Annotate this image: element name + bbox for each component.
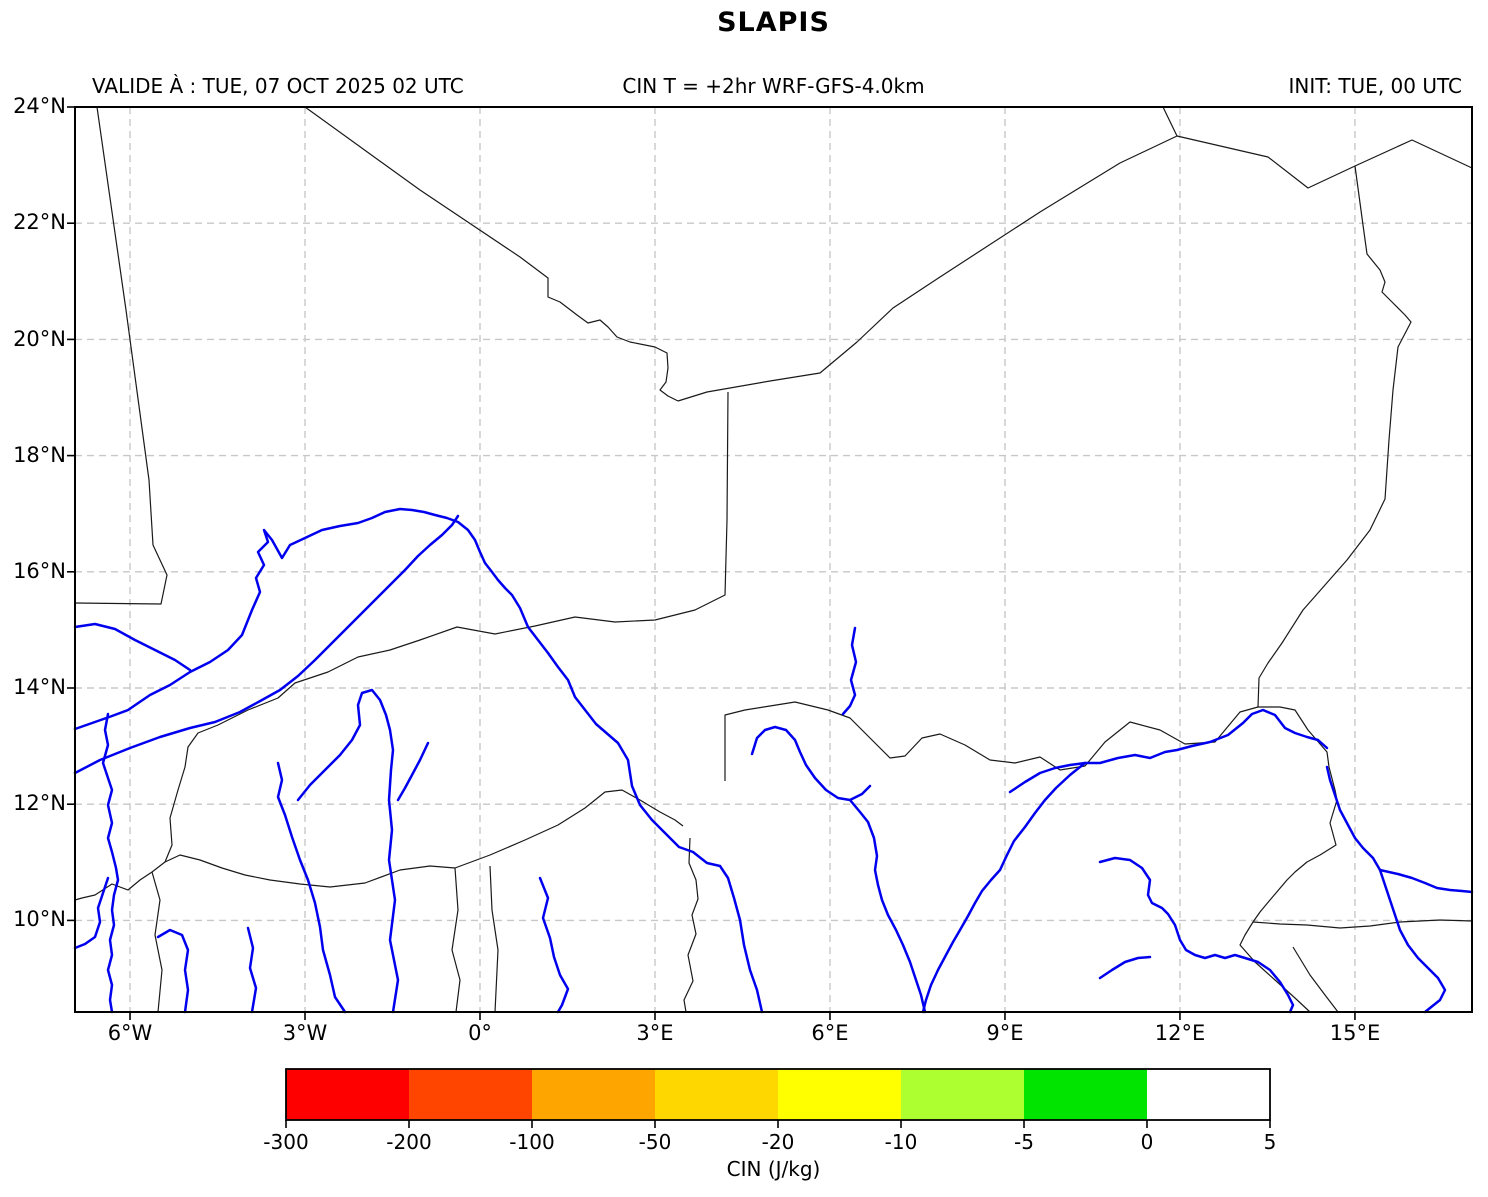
- country-border: [724, 701, 1259, 781]
- river: [1098, 856, 1295, 1014]
- river: [538, 876, 570, 1014]
- y-tick-label: 20°N: [13, 327, 66, 351]
- x-tick-label: 9°E: [986, 1021, 1024, 1045]
- colorbar-tick-label: -100: [509, 1130, 555, 1154]
- colorbar-tick-label: -300: [263, 1130, 309, 1154]
- y-tick-label: 16°N: [13, 559, 66, 583]
- country-border: [1252, 919, 1473, 929]
- colorbar-segment: [1147, 1069, 1270, 1120]
- river: [73, 876, 110, 950]
- colorbar-segment: [532, 1069, 655, 1120]
- river: [276, 761, 347, 1014]
- y-tick-label: 10°N: [13, 907, 66, 931]
- y-tick-label: 18°N: [13, 443, 66, 467]
- river: [73, 507, 764, 1014]
- y-tick-label: 24°N: [13, 94, 66, 118]
- init-time-label: INIT: TUE, 00 UTC: [1288, 74, 1462, 98]
- colorbar-tick-label: -50: [638, 1130, 672, 1154]
- river: [1325, 765, 1447, 1014]
- map-frame: [74, 106, 1473, 1013]
- river: [1008, 708, 1329, 794]
- river: [246, 926, 258, 1014]
- y-tick-label: 12°N: [13, 791, 66, 815]
- river: [1378, 868, 1474, 894]
- river: [296, 688, 400, 1014]
- colorbar-segment: [1024, 1069, 1147, 1120]
- country-border: [451, 867, 461, 1013]
- colorbar-segment: [655, 1069, 778, 1120]
- colorbar-axis-label: CIN (J/kg): [726, 1157, 821, 1181]
- country-border: [169, 391, 729, 819]
- country-border: [1239, 706, 1338, 1013]
- country-border: [677, 135, 1178, 402]
- x-tick-label: 6°E: [811, 1021, 849, 1045]
- x-tick-label: 0°: [468, 1021, 492, 1045]
- country-border: [454, 789, 684, 869]
- page-title: SLAPIS: [717, 7, 830, 38]
- valid-time-label: VALIDE À : TUE, 07 OCT 2025 02 UTC: [92, 74, 464, 98]
- country-border: [74, 106, 168, 605]
- x-tick-label: 12°E: [1154, 1021, 1206, 1045]
- river: [73, 514, 460, 775]
- country-border: [683, 837, 699, 1013]
- colorbar-segment: [778, 1069, 901, 1120]
- y-tick-label: 22°N: [13, 210, 66, 234]
- colorbar-tick-label: -20: [761, 1130, 795, 1154]
- colorbar-tick-label: -5: [1014, 1130, 1034, 1154]
- country-border: [1292, 946, 1339, 1013]
- colorbar-tick-label: 5: [1263, 1130, 1277, 1154]
- river: [156, 928, 190, 1014]
- x-tick-label: 15°E: [1329, 1021, 1381, 1045]
- river: [841, 626, 858, 716]
- country-border: [1176, 135, 1473, 189]
- river: [73, 622, 192, 672]
- x-tick-label: 6°W: [107, 1021, 153, 1045]
- colorbar-tick-label: -200: [386, 1130, 432, 1154]
- colorbar-tick-label: 0: [1140, 1130, 1154, 1154]
- river: [101, 712, 120, 1014]
- y-tick-label: 14°N: [13, 675, 66, 699]
- country-border: [1257, 165, 1412, 708]
- country-border: [1162, 106, 1178, 137]
- country-border: [489, 865, 499, 1013]
- colorbar-frame: [285, 1068, 1271, 1121]
- river: [1098, 955, 1152, 980]
- x-tick-label: 3°E: [636, 1021, 674, 1045]
- river: [396, 741, 430, 802]
- country-border: [74, 817, 173, 901]
- river: [750, 725, 872, 802]
- river: [848, 798, 927, 1014]
- colorbar-segment: [409, 1069, 532, 1120]
- x-tick-label: 3°W: [282, 1021, 328, 1045]
- country-border: [164, 854, 456, 888]
- country-border: [304, 106, 679, 402]
- model-run-label: CIN T = +2hr WRF-GFS-4.0km: [622, 74, 925, 98]
- country-border: [151, 871, 163, 1013]
- river: [921, 761, 1087, 1014]
- colorbar-segment: [286, 1069, 409, 1120]
- colorbar-segment: [901, 1069, 1024, 1120]
- colorbar-tick-label: -10: [884, 1130, 918, 1154]
